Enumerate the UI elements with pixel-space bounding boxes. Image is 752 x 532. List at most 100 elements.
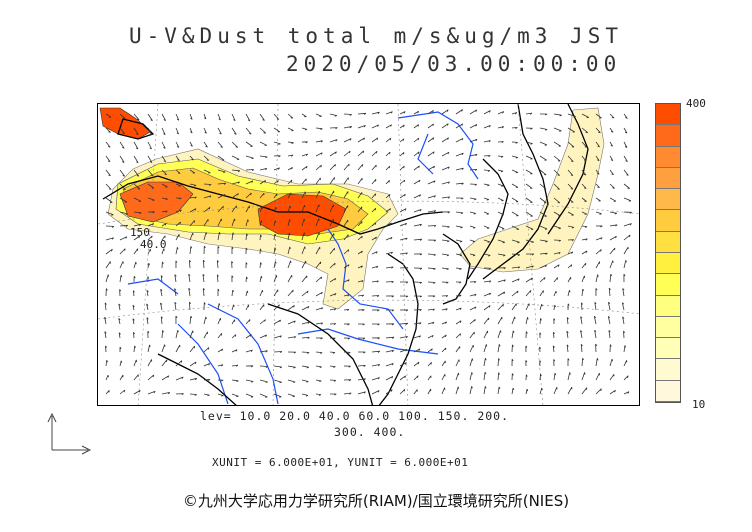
wind-arrow	[525, 303, 530, 311]
wind-arrow	[146, 317, 149, 325]
wind-arrow	[441, 281, 449, 284]
wind-arrow	[511, 266, 521, 269]
wind-arrow	[595, 211, 602, 215]
wind-arrow	[371, 178, 377, 185]
wind-arrow	[455, 372, 460, 381]
wind-arrow	[357, 164, 364, 171]
wind-arrow	[273, 233, 277, 241]
wind-arrow	[259, 127, 267, 134]
wind-arrow	[216, 260, 219, 269]
wind-arrow	[511, 373, 514, 381]
wind-arrow	[413, 137, 420, 143]
wind-arrow	[399, 165, 405, 171]
chart-timestamp: 2020/05/03.00:00:00	[286, 52, 622, 76]
wind-arrow	[133, 235, 141, 241]
wind-arrow	[357, 125, 366, 129]
wind-arrow	[399, 193, 406, 199]
wind-arrow	[203, 206, 211, 213]
wind-arrow	[105, 248, 113, 255]
wind-arrow	[259, 113, 265, 121]
wind-arrow	[161, 248, 165, 255]
credit-text: ©九州大学応用力学研究所(RIAM)/国立環境研究所(NIES)	[182, 492, 570, 510]
wind-arrow	[301, 379, 309, 383]
wind-arrow	[119, 289, 122, 297]
wind-arrow	[301, 351, 310, 354]
wind-arrow	[147, 141, 152, 150]
wind-arrow	[273, 247, 277, 255]
wind-arrow	[301, 218, 306, 227]
wind-arrow	[455, 137, 464, 143]
wind-arrow	[160, 275, 163, 283]
levels-line-2: 300. 400.	[334, 425, 406, 439]
wind-arrow	[301, 113, 307, 118]
wind-arrow	[525, 239, 534, 243]
wind-arrow	[287, 336, 297, 339]
wind-arrow	[245, 141, 253, 147]
wind-arrow	[315, 246, 321, 255]
wind-arrow	[553, 372, 557, 381]
wind-arrow	[160, 288, 163, 297]
wind-arrow	[553, 211, 561, 217]
wind-arrow	[427, 180, 436, 185]
coastlines	[102, 104, 589, 405]
wind-arrow	[189, 183, 197, 187]
wind-arrow	[202, 259, 205, 269]
wind-arrow	[343, 392, 352, 395]
wind-arrow	[287, 179, 293, 185]
wind-arrow	[217, 288, 220, 296]
wind-arrow	[609, 155, 614, 162]
wind-arrow	[287, 365, 296, 369]
wind-arrow	[357, 337, 366, 340]
wind-arrow	[595, 237, 603, 241]
wind-arrow	[105, 237, 114, 241]
wind-arrow	[105, 360, 108, 367]
wind-arrow	[497, 358, 500, 367]
wind-arrow	[455, 182, 464, 185]
wind-arrow	[427, 151, 435, 157]
wind-arrow	[231, 364, 239, 367]
wind-arrow	[105, 374, 109, 381]
wind-arrow	[329, 190, 335, 199]
wind-arrow	[385, 376, 394, 381]
wind-arrow	[399, 322, 409, 325]
wind-arrow	[146, 303, 149, 311]
wind-arrow	[273, 319, 282, 325]
wind-arrow	[469, 239, 476, 243]
wind-arrow	[539, 360, 542, 367]
wind-arrow	[469, 358, 474, 367]
wind-arrow	[273, 180, 279, 185]
wind-arrow	[343, 279, 350, 283]
wind-arrow	[273, 113, 280, 120]
wind-arrow	[118, 303, 121, 311]
wind-arrow	[329, 379, 337, 382]
wind-arrow	[525, 290, 532, 297]
wind-arrow	[623, 246, 629, 255]
wind-arrow	[553, 113, 562, 117]
wind-arrow	[343, 126, 353, 129]
wind-arrow	[118, 318, 121, 325]
wind-arrow	[567, 303, 570, 311]
wind-arrow	[259, 220, 263, 227]
wind-arrow	[259, 350, 268, 353]
wind-arrow	[525, 265, 534, 269]
wind-arrow	[259, 155, 268, 159]
wind-arrow	[413, 322, 422, 325]
wind-arrow	[231, 155, 240, 160]
wind-arrow	[371, 364, 381, 367]
wind-arrow	[413, 151, 420, 157]
wind-arrow	[217, 393, 224, 397]
wind-arrow	[175, 315, 178, 325]
wind-arrow	[581, 357, 584, 367]
wind-arrow	[315, 140, 323, 143]
wind-arrow	[567, 127, 576, 133]
wind-arrow	[399, 222, 408, 227]
wind-arrow	[385, 281, 394, 284]
wind-arrow	[133, 345, 136, 353]
wind-arrow	[525, 345, 528, 353]
wind-arrow	[188, 273, 191, 283]
wind-arrow	[343, 150, 351, 157]
wind-arrow	[385, 180, 390, 185]
wind-arrow	[399, 152, 405, 157]
wind-arrow	[203, 127, 207, 134]
wind-arrow	[385, 137, 392, 143]
